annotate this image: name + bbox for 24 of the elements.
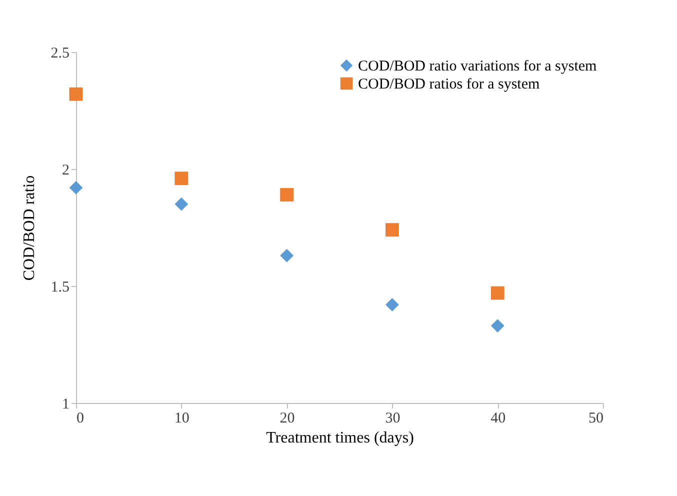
point — [385, 298, 399, 312]
y-tick-label: 1.5 — [50, 280, 70, 296]
x-tick-label: 10 — [174, 410, 190, 426]
x-tick-label: 50 — [588, 410, 604, 426]
point — [280, 248, 294, 262]
point — [174, 197, 188, 211]
legend-label: COD/BOD ratios for a system — [358, 76, 540, 92]
x-tick-label: 20 — [280, 410, 295, 426]
y-tick-label: 2 — [62, 162, 70, 178]
point — [69, 87, 83, 101]
y-axis-title: COD/BOD ratio — [20, 175, 38, 281]
x-axis-title: Treatment times (days) — [266, 430, 414, 446]
x-tick-label: 0 — [76, 410, 84, 426]
y-tick-label: 2.5 — [50, 46, 70, 62]
point — [490, 319, 504, 332]
point — [490, 286, 504, 300]
point — [385, 223, 399, 237]
y-tick-label: 1 — [62, 396, 70, 412]
legend-label: COD/BOD ratio variations for a system — [358, 58, 598, 74]
x-tick-label: 40 — [490, 410, 506, 426]
point — [69, 181, 83, 194]
x-tick-label: 30 — [385, 410, 400, 426]
point — [174, 172, 188, 186]
point — [280, 188, 294, 202]
